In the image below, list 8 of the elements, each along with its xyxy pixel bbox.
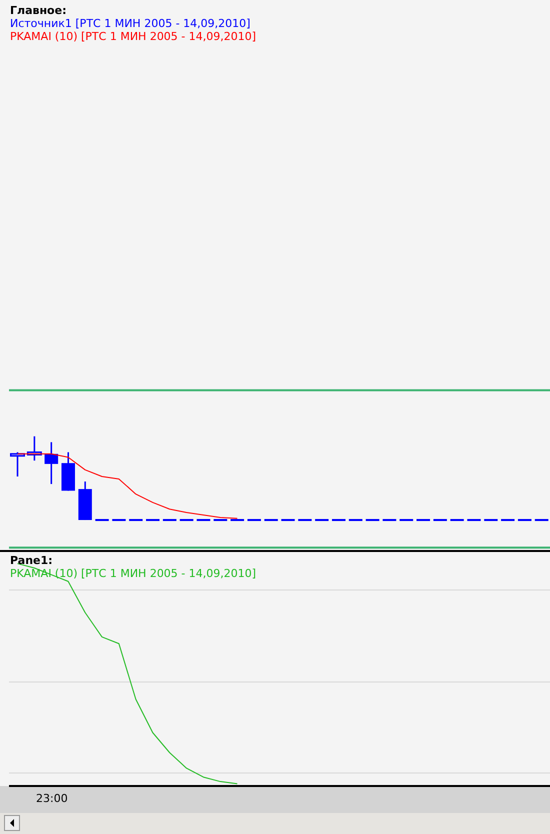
candlestick [10,451,26,478]
candlestick [44,441,58,485]
text: Источник1 [РТС 1 МИН 2005 - 14,09,2010] [10,17,252,30]
chart-title: Главное: [10,4,68,17]
text: PKAMAI (10) [РТС 1 МИН 2005 - 14,09,2010] [10,30,256,43]
series-label: PKAMAI (10) [РТС 1 МИН 2005 - 14,09,2010] [10,567,256,580]
chart-title: Pane1: [10,554,54,567]
text: 23:00 [36,792,68,805]
